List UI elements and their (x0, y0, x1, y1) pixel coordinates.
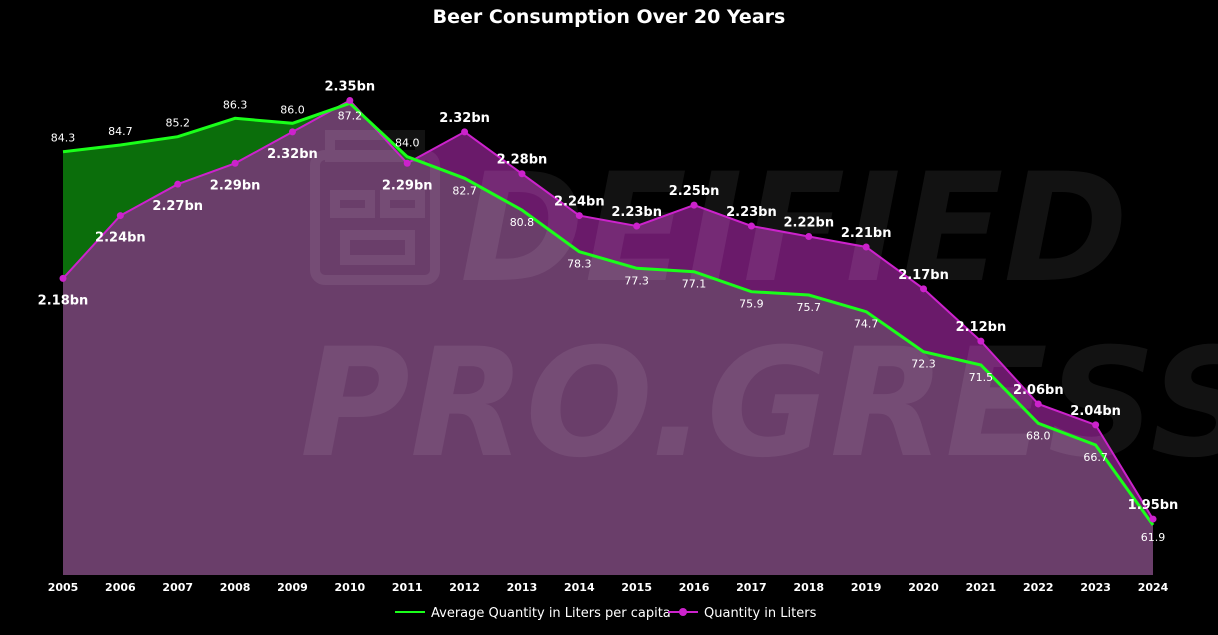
x-tick-2007: 2007 (162, 581, 193, 594)
label-avg-2006: 84.7 (108, 125, 133, 138)
point-quantity-2017[interactable] (747, 222, 755, 230)
x-tick-2017: 2017 (736, 581, 767, 594)
legend: Average Quantity in Liters per capita Qu… (395, 606, 817, 621)
x-tick-2013: 2013 (507, 581, 538, 594)
watermark: DEIFIED PRO.GRESS (300, 130, 1218, 491)
legend-item-quantity[interactable]: Quantity in Liters (668, 606, 817, 621)
label-quantity-2015: 2.23bn (611, 205, 662, 220)
x-tick-2019: 2019 (851, 581, 882, 594)
point-quantity-2014[interactable] (575, 212, 583, 220)
label-quantity-2019: 2.21bn (841, 226, 892, 241)
label-avg-2008: 86.3 (223, 98, 248, 111)
x-tick-2014: 2014 (564, 581, 595, 594)
line-avg-per-capita (62, 101, 1155, 526)
label-quantity-2009: 2.32bn (267, 147, 318, 162)
label-quantity-2018: 2.22bn (783, 216, 834, 231)
x-tick-2008: 2008 (220, 581, 251, 594)
point-quantity-2007[interactable] (174, 180, 182, 188)
x-tick-2009: 2009 (277, 581, 308, 594)
label-quantity-2020: 2.17bn (898, 268, 949, 283)
legend-item-avg[interactable]: Average Quantity in Liters per capita (395, 606, 671, 621)
line-quantity (62, 99, 1154, 520)
x-tick-2006: 2006 (105, 581, 136, 594)
label-avg-2009: 86.0 (280, 103, 305, 116)
label-quantity-2010: 2.35bn (325, 79, 376, 94)
point-quantity-2011[interactable] (403, 159, 411, 167)
x-tick-2021: 2021 (966, 581, 997, 594)
label-quantity-2008: 2.29bn (210, 178, 261, 193)
label-avg-2020: 72.3 (911, 358, 936, 371)
point-quantity-2009[interactable] (288, 128, 296, 136)
label-quantity-2022: 2.06bn (1013, 383, 1064, 398)
x-tick-2012: 2012 (449, 581, 480, 594)
label-avg-2013: 80.8 (510, 216, 535, 229)
label-avg-2024: 61.9 (1141, 531, 1166, 544)
label-quantity-2016: 2.25bn (669, 184, 720, 199)
label-avg-2005: 84.3 (51, 132, 76, 145)
label-quantity-2013: 2.28bn (497, 153, 548, 168)
x-tick-2024: 2024 (1138, 581, 1169, 594)
line-layer (59, 96, 1157, 526)
point-quantity-2016[interactable] (690, 201, 698, 209)
label-quantity-2021: 2.12bn (956, 320, 1007, 335)
label-quantity-2011: 2.29bn (382, 178, 433, 193)
legend-label-avg: Average Quantity in Liters per capita (431, 606, 671, 621)
x-tick-2005: 2005 (48, 581, 79, 594)
label-quantity-2006: 2.24bn (95, 231, 146, 246)
point-quantity-2005[interactable] (59, 274, 67, 282)
watermark-line1: DEIFIED (460, 142, 1128, 316)
x-tick-2022: 2022 (1023, 581, 1054, 594)
label-avg-2023: 66.7 (1083, 451, 1108, 464)
point-quantity-2013[interactable] (518, 170, 526, 178)
point-quantity-2012[interactable] (461, 128, 469, 136)
label-avg-2016: 77.1 (682, 278, 707, 291)
x-tick-2010: 2010 (335, 581, 366, 594)
x-tick-2011: 2011 (392, 581, 423, 594)
area-layer (63, 100, 1153, 576)
label-avg-2011: 84.0 (395, 137, 420, 150)
label-quantity-2017: 2.23bn (726, 205, 777, 220)
label-avg-2018: 75.7 (797, 301, 822, 314)
point-quantity-2010[interactable] (346, 96, 354, 104)
label-avg-2015: 77.3 (624, 274, 649, 287)
label-avg-2012: 82.7 (452, 184, 477, 197)
point-quantity-2024[interactable] (1149, 515, 1157, 523)
point-quantity-2021[interactable] (977, 337, 985, 345)
tiki-mask-icon (310, 130, 440, 285)
x-tick-2023: 2023 (1080, 581, 1111, 594)
label-quantity-2014: 2.24bn (554, 195, 605, 210)
label-avg-2021: 71.5 (969, 371, 994, 384)
point-quantity-2008[interactable] (231, 159, 239, 167)
label-avg-2007: 85.2 (165, 117, 190, 130)
x-tick-2020: 2020 (908, 581, 939, 594)
point-quantity-2018[interactable] (805, 233, 813, 241)
data-label-layer: 84.3 84.7 85.2 86.3 86.0 87.2 84.0 82.7 80.8 78.3… (38, 79, 1179, 544)
point-quantity-2022[interactable] (1034, 400, 1042, 408)
x-axis: 2005 2006 2007 2008 2009 2010 2011 2012 2013 2014… (48, 581, 1169, 594)
label-quantity-2007: 2.27bn (152, 199, 203, 214)
x-tick-2016: 2016 (679, 581, 710, 594)
label-quantity-2023: 2.04bn (1070, 404, 1121, 419)
watermark-line2: PRO.GRESS (300, 317, 1218, 491)
label-quantity-2005: 2.18bn (38, 293, 89, 308)
point-quantity-2023[interactable] (1092, 421, 1100, 429)
label-avg-2010: 87.2 (338, 109, 363, 122)
x-tick-2018: 2018 (793, 581, 824, 594)
label-avg-2022: 68.0 (1026, 429, 1051, 442)
label-quantity-2012: 2.32bn (439, 111, 490, 126)
point-quantity-2006[interactable] (116, 212, 124, 220)
point-quantity-2020[interactable] (920, 285, 928, 293)
label-avg-2017: 75.9 (739, 298, 764, 311)
label-avg-2014: 78.3 (567, 258, 592, 271)
point-quantity-2019[interactable] (862, 243, 870, 251)
area-overlap (63, 103, 1153, 575)
legend-label-quantity: Quantity in Liters (704, 606, 817, 621)
label-quantity-2024: 1.95bn (1128, 498, 1179, 513)
label-avg-2019: 74.7 (854, 318, 879, 331)
legend-marker-purple (679, 608, 687, 616)
x-tick-2015: 2015 (621, 581, 652, 594)
point-quantity-2015[interactable] (633, 222, 641, 230)
chart-title: Beer Consumption Over 20 Years (433, 6, 786, 28)
